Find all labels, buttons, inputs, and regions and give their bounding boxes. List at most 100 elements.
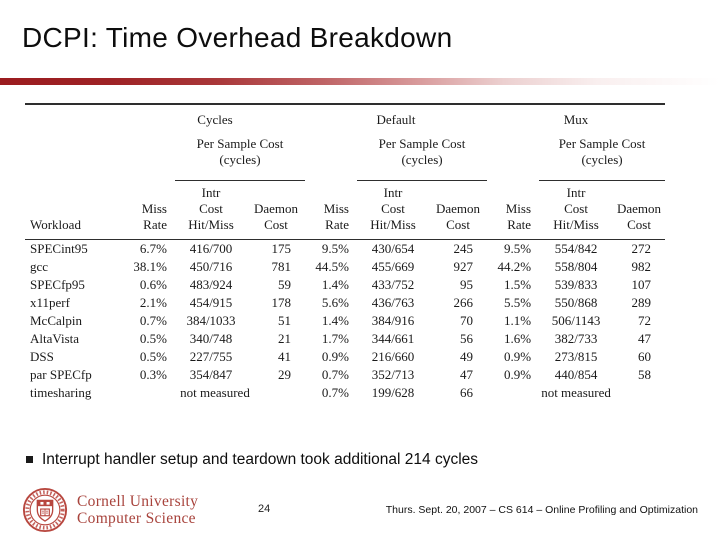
group-header-mux: Mux [563, 112, 589, 127]
spacer-cell [305, 131, 357, 181]
not-measured-cell: not measured [541, 385, 611, 400]
intr-value-cell: 199/628 [371, 385, 415, 400]
workload-cell: x11perf [30, 295, 70, 310]
workload-cell: timesharing [30, 385, 92, 400]
intr-value-cell: 344/661 [371, 331, 415, 346]
miss-value-cell: 0.5% [139, 349, 167, 364]
workload-cell: DSS [30, 349, 54, 364]
intr-value-cell: 384/916 [371, 313, 415, 328]
intr-cost-column-header: Intr Cost Hit/Miss [539, 180, 614, 240]
intr-value-cell: 430/654 [371, 241, 415, 256]
daemon-value-cell: 59 [278, 277, 291, 292]
intr-cost-column-header: Intr Cost Hit/Miss [175, 180, 247, 240]
miss-value-cell: 44.2% [497, 259, 532, 274]
group-header-default: Default [376, 112, 416, 127]
daemon-value-cell: 266 [453, 295, 474, 310]
overhead-table: Cycles Default Mux Per Sample Cost (cycl… [25, 103, 666, 402]
daemon-value-cell: 175 [271, 241, 292, 256]
intr-value-cell: 450/716 [189, 259, 233, 274]
table-row: AltaVista 0.5% 340/748 21 1.7% 344/661 56 1.6% 3… [25, 330, 665, 348]
column-header-row: Workload Miss Rate Intr Cost Hit/Miss Daemo… [25, 180, 666, 240]
miss-value-cell: 44.5% [315, 259, 349, 274]
miss-rate-column-header: Miss Rate [487, 180, 540, 240]
miss-value-cell: 0.7% [321, 385, 349, 400]
intr-value-cell: 227/755 [189, 349, 233, 364]
intr-value-cell: 558/804 [554, 259, 598, 274]
spacer-cell [25, 131, 125, 181]
daemon-value-cell: 272 [631, 241, 652, 256]
daemon-value-cell: 49 [460, 349, 474, 364]
miss-value-cell: 1.7% [321, 331, 349, 346]
spacer-cell [487, 131, 539, 181]
intr-value-cell: 384/1033 [186, 313, 236, 328]
bullet-text: Interrupt handler setup and teardown too… [42, 451, 479, 468]
daemon-value-cell: 72 [638, 313, 652, 328]
daemon-value-cell: 29 [278, 367, 291, 382]
table-row: SPECfp95 0.6% 483/924 59 1.4% 433/752 95 1.5% 53… [25, 276, 665, 294]
per-sample-cost-default: Per Sample Cost (cycles) [357, 131, 488, 181]
daemon-value-cell: 41 [278, 349, 291, 364]
daemon-value-cell: 21 [278, 331, 291, 346]
workload-cell: par SPECfp [30, 367, 92, 382]
overhead-table-container: Cycles Default Mux Per Sample Cost (cycl… [25, 103, 666, 402]
table-row: par SPECfp 0.3% 354/847 29 0.7% 352/713 47 0.9%… [25, 366, 665, 384]
intr-value-cell: 382/733 [554, 331, 598, 346]
intr-value-cell: 455/669 [371, 259, 415, 274]
table-row: SPECint95 6.7% 416/700 175 9.5% 430/654 245 9.5… [25, 240, 665, 259]
daemon-value-cell: 982 [631, 259, 652, 274]
daemon-cost-column-header: Daemon Cost [429, 180, 488, 240]
table-row: McCalpin 0.7% 384/1033 51 1.4% 384/916 70 1.1% 5… [25, 312, 665, 330]
daemon-value-cell: 47 [460, 367, 474, 382]
table-row: gcc 38.1% 450/716 781 44.5% 455/669 927 44.2% 55… [25, 258, 665, 276]
daemon-value-cell: 107 [631, 277, 652, 292]
miss-value-cell: 0.5% [139, 331, 167, 346]
miss-value-cell: 0.3% [139, 367, 167, 382]
intr-value-cell: 454/915 [189, 295, 233, 310]
intr-value-cell: 550/868 [554, 295, 598, 310]
miss-value-cell: 0.6% [139, 277, 167, 292]
intr-value-cell: 416/700 [189, 241, 233, 256]
intr-value-cell: 216/660 [371, 349, 415, 364]
intr-value-cell: 554/842 [554, 241, 598, 256]
miss-value-cell: 1.4% [321, 313, 349, 328]
intr-value-cell: 436/763 [371, 295, 415, 310]
daemon-value-cell: 95 [460, 277, 474, 292]
footer-course-info: Thurs. Sept. 20, 2007 – CS 614 – Online … [385, 504, 698, 516]
daemon-value-cell: 178 [271, 295, 292, 310]
daemon-value-cell: 47 [638, 331, 652, 346]
table-row: DSS 0.5% 227/755 41 0.9% 216/660 49 0.9% 273/815… [25, 348, 665, 366]
miss-value-cell: 5.5% [503, 295, 532, 310]
daemon-value-cell: 927 [453, 259, 474, 274]
intr-value-cell: 539/833 [554, 277, 598, 292]
miss-value-cell: 0.9% [321, 349, 349, 364]
bullet-square-icon [26, 456, 33, 463]
intr-value-cell: 506/1143 [551, 313, 601, 328]
per-sample-cost-label: Per Sample Cost [196, 136, 284, 151]
intr-cost-column-header: Intr Cost Hit/Miss [357, 180, 429, 240]
miss-value-cell: 5.6% [321, 295, 349, 310]
table-row: timesharing not measured 0.7% 199/628 66 not … [25, 384, 665, 402]
cornell-logo: Cornell University Computer Science [22, 487, 198, 533]
intr-value-cell: 273/815 [554, 349, 598, 364]
miss-rate-column-header: Miss Rate [305, 180, 357, 240]
per-sample-cost-unit: (cycles) [219, 152, 261, 167]
page-number: 24 [258, 503, 271, 515]
logo-university-name: Cornell University [77, 493, 199, 510]
workload-column-header: Workload [25, 180, 125, 240]
daemon-value-cell: 70 [460, 313, 474, 328]
workload-cell: SPECint95 [30, 241, 88, 256]
daemon-value-cell: 66 [460, 385, 474, 400]
intr-value-cell: 440/854 [554, 367, 598, 382]
miss-value-cell: 9.5% [503, 241, 532, 256]
daemon-value-cell: 51 [278, 313, 291, 328]
daemon-value-cell: 245 [453, 241, 474, 256]
intr-value-cell: 340/748 [189, 331, 233, 346]
miss-value-cell: 1.6% [503, 331, 532, 346]
group-header-cycles: Cycles [197, 112, 233, 127]
per-sample-cost-mux: Per Sample Cost (cycles) [539, 131, 666, 181]
miss-value-cell: 1.1% [503, 313, 532, 328]
miss-value-cell: 1.5% [503, 277, 532, 292]
miss-value-cell: 0.7% [321, 367, 349, 382]
workload-cell: SPECfp95 [30, 277, 85, 292]
daemon-value-cell: 60 [638, 349, 652, 364]
